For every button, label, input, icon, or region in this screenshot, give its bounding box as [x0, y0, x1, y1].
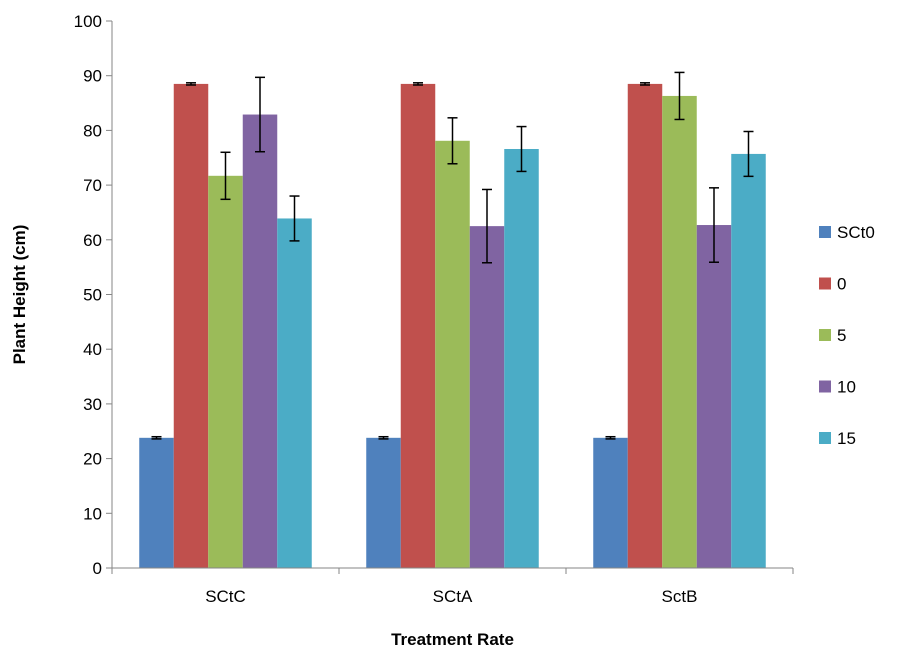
y-tick-label: 40: [83, 340, 102, 359]
error-bar: [743, 130, 754, 178]
bar: [593, 437, 628, 568]
error-bar: [289, 195, 300, 242]
bar: [366, 437, 401, 568]
legend-item: 15: [819, 429, 856, 448]
x-axis-ticks: SCtC SCtA SctB: [111, 568, 794, 606]
legend-swatch: [819, 329, 831, 341]
error-bar: [186, 82, 196, 86]
bars-layer: [139, 83, 766, 569]
legend-label: 5: [837, 326, 846, 345]
bar: [731, 153, 766, 568]
y-tick-label: 30: [83, 395, 102, 414]
y-tick-label: 80: [83, 121, 102, 140]
legend-swatch: [819, 226, 831, 238]
legend-item: 10: [819, 378, 856, 397]
y-tick-label: 100: [74, 12, 102, 31]
plot-area: 0 10 20 30 40 50 60 70 80 90 100 SCtC SCtA SctB: [74, 12, 794, 606]
legend-item: 5: [819, 326, 846, 345]
bar: [662, 95, 697, 569]
bar: [435, 140, 470, 568]
bar: [139, 437, 174, 568]
bar: [627, 83, 663, 568]
error-bar: [516, 125, 527, 173]
bar: [277, 218, 312, 569]
y-tick-label: 10: [83, 504, 102, 523]
error-bar: [605, 435, 616, 440]
y-axis-ticks: 0 10 20 30 40 50 60 70 80 90 100: [74, 12, 112, 578]
bar: [242, 114, 278, 569]
bar: [400, 83, 436, 568]
error-bar: [447, 117, 458, 165]
y-tick-label: 60: [83, 231, 102, 250]
error-bar: [255, 76, 265, 153]
x-tick-label: SCtA: [433, 587, 473, 606]
legend: SCt0 0 5 10 15: [819, 223, 875, 448]
error-bar: [482, 188, 492, 264]
error-bar: [220, 151, 231, 201]
legend-label: 10: [837, 378, 856, 397]
legend-swatch: [819, 277, 831, 290]
y-tick-label: 70: [83, 176, 102, 195]
bar: [173, 83, 209, 568]
error-bars-layer: [151, 71, 754, 440]
legend-item: SCt0: [819, 223, 875, 242]
error-bar: [151, 435, 162, 440]
bar: [208, 175, 243, 568]
y-tick-label: 20: [83, 450, 102, 469]
legend-label: 0: [837, 275, 846, 294]
legend-label: SCt0: [837, 223, 875, 242]
y-tick-label: 90: [83, 67, 102, 86]
legend-swatch: [819, 432, 831, 444]
y-tick-label: 0: [93, 559, 102, 578]
error-bar: [674, 71, 685, 121]
legend-item: 0: [819, 275, 846, 294]
error-bar: [413, 82, 423, 86]
bar: [504, 148, 539, 569]
bar: [469, 226, 505, 568]
y-axis-title: Plant Height (cm): [10, 225, 29, 365]
x-axis-title: Treatment Rate: [391, 630, 514, 649]
x-tick-label: SCtC: [205, 587, 246, 606]
legend-label: 15: [837, 429, 856, 448]
x-tick-label: SctB: [662, 587, 698, 606]
y-tick-label: 50: [83, 286, 102, 305]
error-bar: [378, 435, 389, 440]
legend-swatch: [819, 380, 831, 393]
error-bar: [709, 187, 719, 263]
error-bar: [640, 82, 650, 86]
bar: [696, 225, 732, 568]
